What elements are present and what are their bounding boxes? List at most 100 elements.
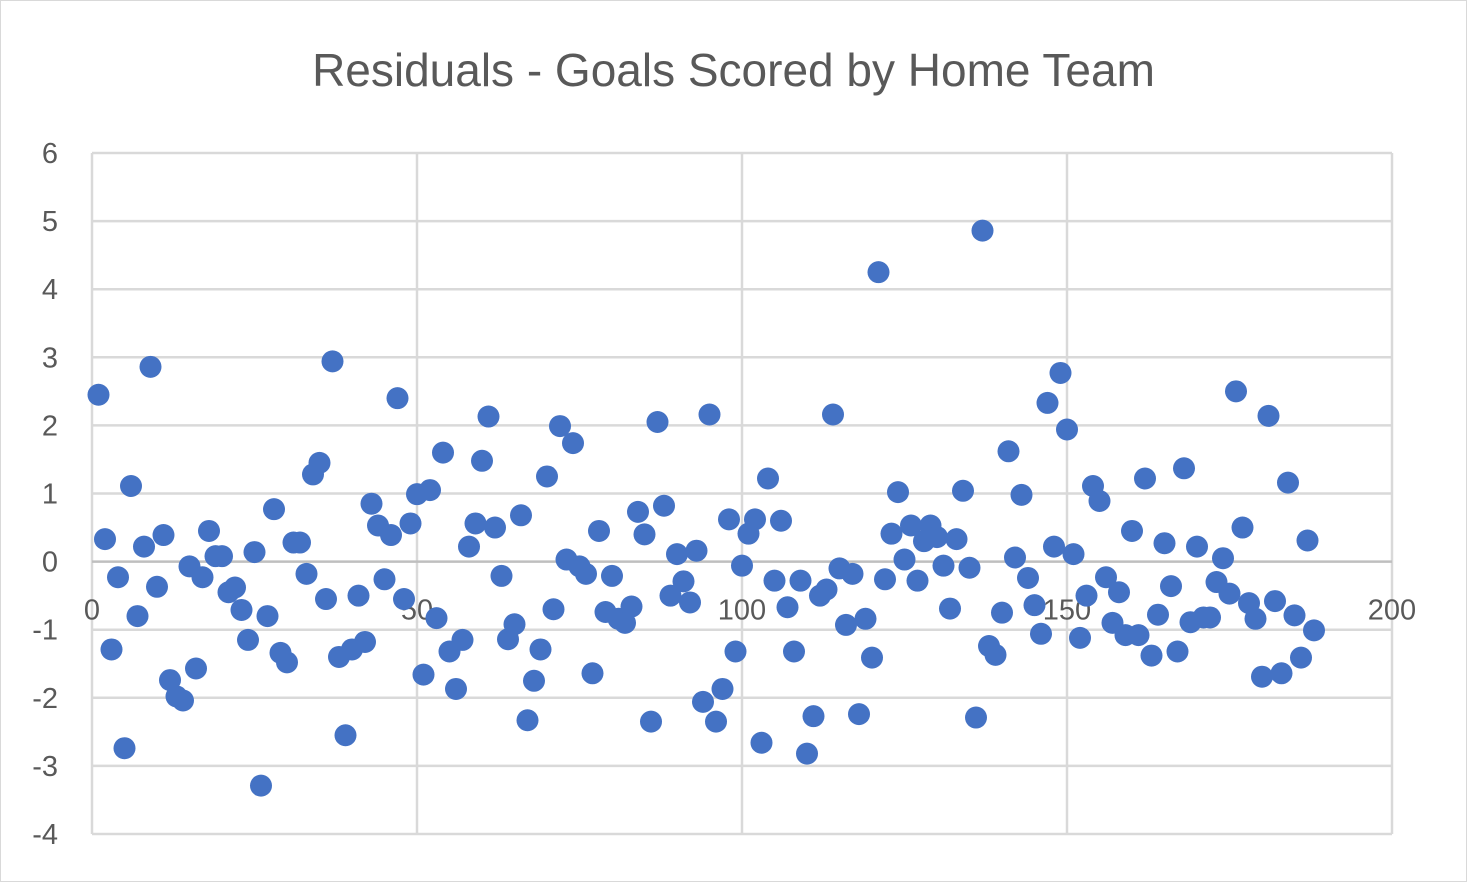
data-point [1264, 590, 1286, 613]
data-point [1296, 529, 1319, 552]
data-point [87, 383, 110, 406]
horizontal-gridlines [92, 151, 1392, 836]
data-point [1108, 581, 1130, 604]
data-point [360, 492, 383, 515]
data-point [874, 568, 896, 591]
data-point [256, 605, 279, 628]
data-point [458, 535, 480, 558]
data-point [250, 774, 272, 797]
data-point [295, 562, 318, 585]
data-point [1140, 644, 1163, 667]
data-point [711, 677, 734, 700]
data-point [1069, 626, 1091, 649]
data-point [191, 566, 214, 589]
data-point [581, 662, 604, 685]
data-point [445, 677, 467, 700]
data-point [185, 657, 207, 680]
data-point [386, 387, 409, 410]
data-point [1121, 519, 1143, 542]
data-point [672, 570, 695, 593]
data-point [783, 640, 805, 663]
data-point [562, 432, 584, 455]
data-point [705, 710, 727, 733]
data-point [172, 689, 194, 712]
data-point [1127, 624, 1150, 647]
data-point [601, 564, 623, 587]
x-axis-tick-labels: 0 50 100 150 200 [84, 595, 1416, 627]
data-point [380, 524, 402, 547]
y-tick-label: 0 [42, 547, 58, 579]
data-point [659, 584, 682, 607]
data-point [243, 541, 266, 564]
data-point [133, 535, 155, 558]
data-point [932, 554, 955, 577]
data-point [945, 528, 968, 551]
data-point [744, 508, 766, 531]
data-point [1134, 467, 1156, 490]
data-point [354, 630, 376, 653]
data-point [1244, 607, 1267, 630]
data-point [848, 703, 870, 726]
data-point [997, 440, 1020, 463]
data-point [464, 512, 487, 535]
y-tick-label: 4 [42, 274, 58, 306]
data-point [1290, 646, 1312, 669]
data-point [1199, 606, 1221, 629]
data-point [685, 539, 708, 562]
data-point [425, 607, 448, 630]
data-point [1088, 489, 1111, 512]
y-tick-label: -3 [32, 751, 58, 783]
data-point [1023, 594, 1046, 617]
data-point [510, 504, 532, 527]
data-point [880, 522, 903, 545]
x-tick-label: 100 [718, 595, 766, 627]
data-point [503, 613, 526, 636]
data-point [126, 605, 149, 628]
data-point [230, 598, 253, 621]
data-point [679, 591, 701, 614]
data-point [1017, 566, 1039, 589]
data-point [575, 562, 597, 585]
data-point [289, 531, 311, 554]
data-point [542, 598, 565, 621]
data-point [139, 355, 162, 378]
data-point [861, 646, 883, 669]
data-point [94, 528, 116, 551]
data-point [308, 451, 331, 474]
x-tick-label: 0 [84, 595, 100, 627]
data-point [536, 465, 558, 488]
data-point [887, 481, 909, 504]
data-point [991, 601, 1013, 624]
data-point [640, 710, 662, 733]
data-point [841, 562, 864, 585]
y-axis-tick-labels: -4 -3 -2 -1 0 1 2 3 4 5 6 [32, 138, 58, 851]
data-point [373, 568, 396, 591]
data-point [1160, 575, 1182, 598]
data-point [263, 498, 285, 521]
data-point [796, 742, 818, 765]
data-point [952, 479, 974, 502]
data-point [1186, 535, 1208, 558]
data-point [965, 706, 987, 729]
data-point [1231, 516, 1254, 539]
data-point [1004, 546, 1026, 569]
y-tick-label: 6 [42, 138, 58, 170]
data-point [529, 638, 552, 661]
data-point [1173, 457, 1195, 480]
data-point [692, 690, 714, 713]
data-point [906, 569, 929, 592]
y-tick-label: 5 [42, 206, 58, 238]
data-point [789, 569, 812, 592]
data-point [1095, 566, 1117, 589]
data-point [822, 403, 844, 426]
y-tick-label: -2 [32, 683, 58, 715]
data-point [1147, 603, 1169, 626]
data-point [750, 731, 773, 754]
data-point [984, 643, 1007, 666]
data-point [1036, 391, 1059, 414]
data-point [276, 651, 298, 674]
data-point [867, 261, 890, 284]
y-tick-label: 3 [42, 342, 58, 374]
data-point [698, 403, 721, 426]
